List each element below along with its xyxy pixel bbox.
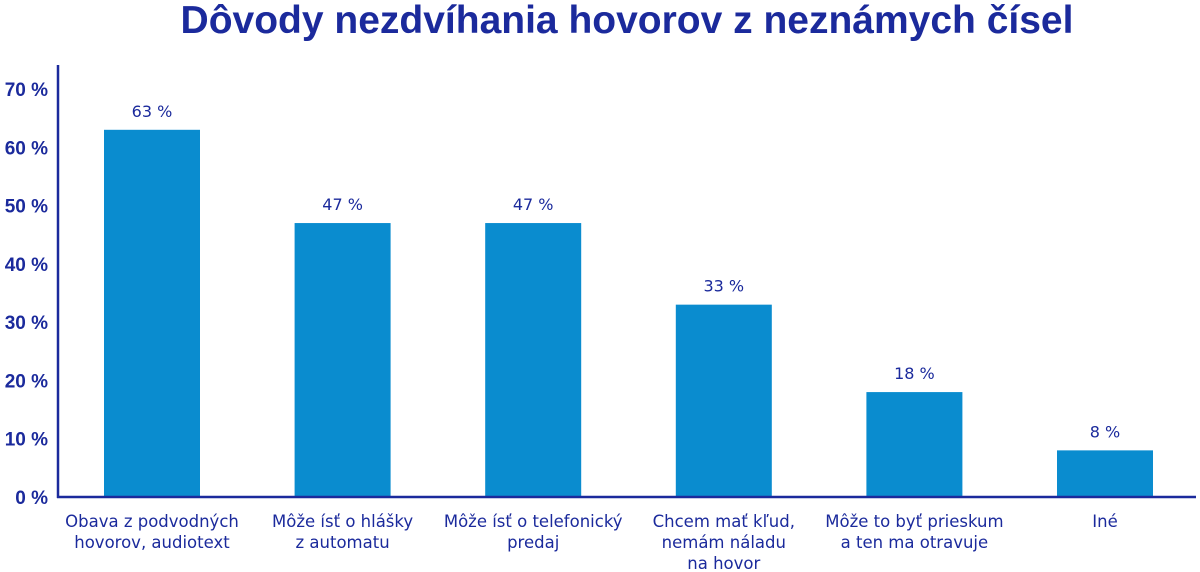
y-tick-label: 40 % (5, 255, 48, 276)
data-label: 47 % (513, 195, 554, 214)
y-tick-label: 50 % (5, 197, 48, 218)
y-tick-label: 70 % (5, 80, 48, 101)
bar (1057, 450, 1153, 497)
bar (104, 129, 200, 498)
category-label: predaj (507, 533, 559, 552)
category-label: Môže ísť o telefonický (444, 512, 623, 531)
data-label: 63 % (132, 102, 173, 121)
bar (675, 304, 772, 497)
chart-title: Dôvody nezdvíhania hovorov z neznámych č… (181, 0, 1074, 42)
category-label: Chcem mať kľud, (653, 512, 795, 531)
data-label: 18 % (894, 364, 935, 383)
category-label: z automatu (296, 533, 390, 552)
category-label: Obava z podvodných (65, 512, 239, 531)
data-labels: 63 % 47 % 47 % 33 % 18 % 8 % (132, 102, 1121, 442)
category-label: a ten ma otravuje (841, 533, 989, 552)
category-label: Môže to byť prieskum (825, 512, 1003, 531)
y-tick-label: 20 % (5, 371, 48, 392)
category-label: Iné (1092, 512, 1117, 531)
y-tick-label: 60 % (5, 138, 48, 159)
category-label: nemám náladu (662, 533, 786, 552)
y-tick-label: 0 % (15, 488, 48, 509)
category-labels: Obava z podvodných hovorov, audiotext Môže… (65, 512, 1118, 572)
bar (294, 223, 391, 498)
y-tick-label: 10 % (5, 430, 48, 451)
data-label: 47 % (322, 195, 363, 214)
category-label: hovorov, audiotext (74, 533, 230, 552)
bar (866, 392, 963, 497)
data-label: 33 % (703, 277, 744, 296)
category-label: na hovor (687, 554, 760, 572)
y-tick-label: 30 % (5, 313, 48, 334)
bars (104, 129, 1153, 498)
bar (485, 223, 582, 498)
category-label: Môže ísť o hlášky (272, 512, 413, 531)
y-axis-ticks: 0 % 10 % 20 % 30 % 40 % 50 % 60 % 70 % (5, 80, 48, 509)
data-label: 8 % (1090, 422, 1120, 441)
